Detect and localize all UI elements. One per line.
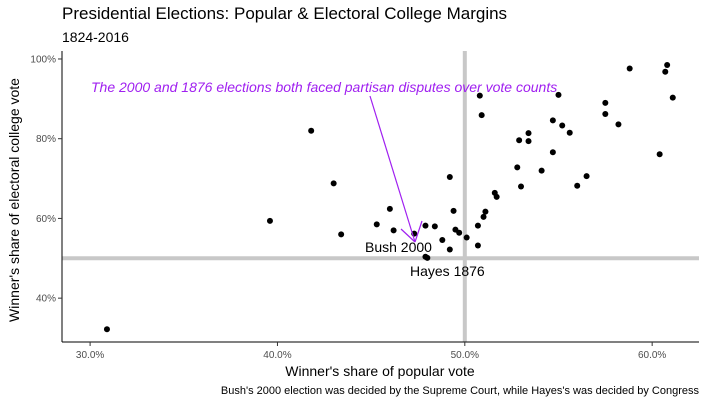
data-point [439, 236, 446, 243]
data-point [514, 164, 521, 171]
data-point [330, 180, 337, 187]
data-point [446, 173, 453, 180]
data-point [493, 193, 500, 200]
annotation-arrow-head [414, 220, 423, 243]
data-point [602, 99, 609, 106]
data-point [338, 231, 345, 238]
data-point [308, 127, 315, 134]
data-point [482, 208, 489, 215]
data-point [602, 110, 609, 117]
data-point [615, 121, 622, 128]
annotation-text: The 2000 and 1876 elections both faced p… [91, 79, 557, 95]
data-point [525, 130, 532, 137]
reference-lines [62, 51, 699, 342]
label-bush-2000: Bush 2000 [365, 239, 432, 255]
data-point [431, 223, 438, 230]
data-point [518, 183, 525, 190]
x-tick-label: 30.0% [76, 350, 104, 361]
x-tick-label: 50.0% [451, 350, 479, 361]
data-point [478, 112, 485, 119]
chart-subtitle: 1824-2016 [62, 29, 129, 45]
data-point [549, 149, 556, 156]
data-point [456, 229, 463, 236]
data-point [390, 227, 397, 234]
data-point [103, 326, 110, 333]
x-axis-label: Winner's share of popular vote [285, 363, 475, 379]
data-point [538, 167, 545, 174]
data-point [476, 92, 483, 99]
chart-caption: Bush's 2000 election was decided by the … [220, 385, 699, 397]
data-point [583, 173, 590, 180]
y-tick-label: 40% [36, 294, 56, 305]
point-labels: Bush 2000 Hayes 1876 [365, 239, 485, 279]
data-point [373, 221, 380, 228]
data-point [626, 65, 633, 72]
data-point [525, 138, 532, 145]
y-axis-label: Winner's share of electoral college vote [6, 78, 22, 322]
data-point [386, 205, 393, 212]
data-points [103, 61, 676, 333]
data-point [574, 182, 581, 189]
annotation-layer: The 2000 and 1876 elections both faced p… [91, 79, 557, 243]
x-tick-label: 40.0% [263, 350, 291, 361]
data-point [480, 213, 487, 220]
y-tick-label: 80% [36, 134, 56, 145]
data-point [516, 137, 523, 144]
data-point [549, 117, 556, 124]
data-point [463, 234, 470, 241]
x-tick-label: 60.0% [638, 350, 666, 361]
data-point [559, 122, 566, 129]
chart-title: Presidential Elections: Popular & Electo… [62, 4, 508, 23]
data-point [266, 217, 273, 224]
annotation-arrow [369, 95, 416, 243]
data-point [566, 129, 573, 136]
data-point [664, 61, 671, 68]
data-point [446, 246, 453, 253]
data-point [555, 91, 562, 98]
data-point [656, 151, 663, 158]
tick-labels: 30.0% 40.0% 50.0% 60.0% 40% 60% 80% 100% [30, 54, 666, 361]
data-point [474, 242, 481, 249]
data-point [424, 254, 431, 261]
data-point [662, 68, 669, 75]
label-hayes-1876: Hayes 1876 [410, 263, 485, 279]
y-tick-label: 100% [30, 54, 56, 65]
axes [61, 51, 699, 343]
data-point [669, 94, 676, 101]
y-tick-label: 60% [36, 214, 56, 225]
data-point [422, 222, 429, 229]
data-point [450, 207, 457, 214]
annotation-arrow-head [400, 228, 416, 243]
data-point [474, 222, 481, 229]
